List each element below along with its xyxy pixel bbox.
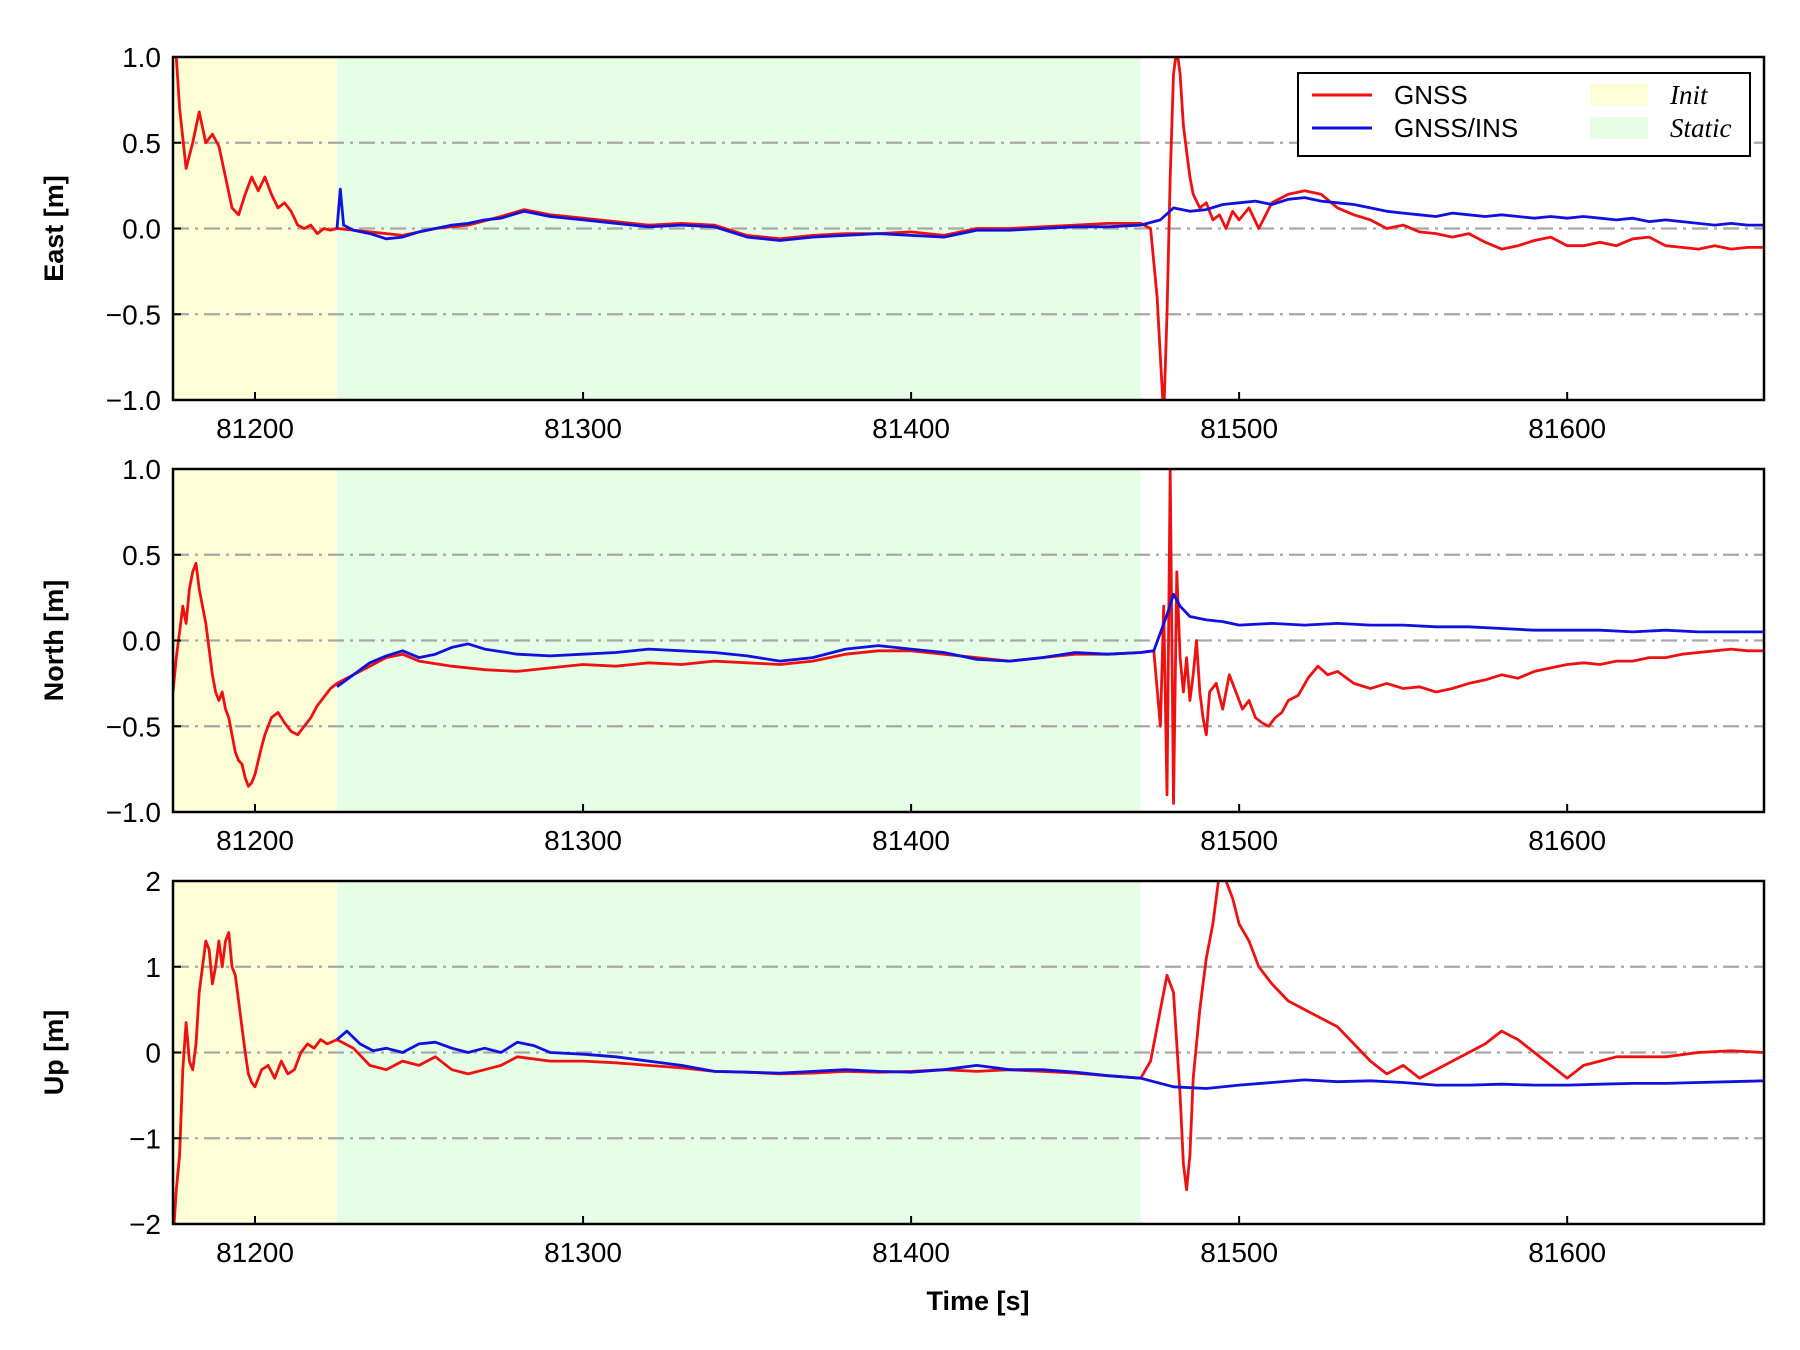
up-ytick-label: −2 [129,1209,161,1240]
panels-layer: −1.0 −0.5 0.0 0.5 1.0 81200 81300 81400 81500 816… [39,42,1766,1268]
east-ytick-label: 0.0 [122,214,161,245]
east-xtick-label: 81200 [216,413,294,444]
north-ytick-label: −1.0 [106,797,161,828]
east-y-axis-label: East [m] [39,175,69,282]
up-xtick-label: 81400 [872,1237,950,1268]
up-series-gnss-ins [336,1029,1764,1090]
east-panel: −1.0 −0.5 0.0 0.5 1.0 81200 81300 81400 81500 816… [39,42,1766,444]
legend-swatch-static [1590,117,1648,139]
up-ytick-label: 0 [145,1038,161,1069]
north-series-gnss-ins [336,592,1764,688]
north-y-axis-label: North [m] [39,580,69,701]
up-xtick-label: 81500 [1200,1237,1278,1268]
legend-label-static: Static [1670,113,1732,143]
north-xtick-label: 81600 [1528,825,1606,856]
east-xtick-label: 81600 [1528,413,1606,444]
north-xtick-label: 81500 [1200,825,1278,856]
up-ytick-label: 1 [145,952,161,983]
legend-label-init: Init [1669,80,1709,110]
east-series-gnss [174,57,1764,400]
up-xtick-label: 81300 [544,1237,622,1268]
north-ytick-label: 0.0 [122,626,161,657]
legend-box [1297,72,1751,157]
east-series-gnss-ins [335,187,1764,242]
north-ytick-label: 0.5 [122,540,161,571]
legend-swatch-init [1590,84,1648,106]
north-panel: −1.0 −0.5 0.0 0.5 1.0 81200 81300 81400 81500 816… [39,454,1766,856]
east-xtick-label: 81300 [544,413,622,444]
up-xtick-label: 81200 [216,1237,294,1268]
x-axis-label: Time [s] [926,1286,1029,1316]
north-xtick-label: 81300 [544,825,622,856]
legend-label-gnss: GNSS [1394,80,1468,110]
up-xtick-label: 81600 [1528,1237,1606,1268]
north-ytick-label: −0.5 [106,711,161,742]
north-xtick-label: 81200 [216,825,294,856]
east-ytick-label: −0.5 [106,299,161,330]
up-y-axis-label: Up [m] [39,1010,69,1095]
east-ytick-label: 1.0 [122,42,161,73]
east-ytick-label: −1.0 [106,385,161,416]
east-xtick-label: 81500 [1200,413,1278,444]
east-xtick-label: 81400 [872,413,950,444]
east-ytick-label: 0.5 [122,128,161,159]
up-ytick-label: 2 [145,866,161,897]
up-panel: −2 −1 0 1 2 81200 81300 81400 81500 81600 Up [m] [39,866,1766,1268]
north-ytick-label: 1.0 [122,454,161,485]
legend-label-gnss-ins: GNSS/INS [1394,113,1518,143]
north-xtick-label: 81400 [872,825,950,856]
up-ytick-label: −1 [129,1123,161,1154]
